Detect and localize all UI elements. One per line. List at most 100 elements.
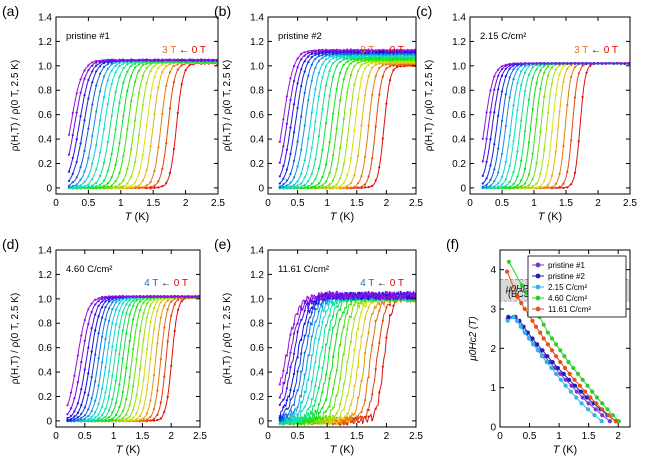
data-point (335, 87, 338, 91)
data-point (349, 48, 352, 51)
data-point (285, 122, 288, 125)
data-point (324, 180, 328, 183)
data-point (76, 416, 79, 419)
data-point (292, 131, 296, 134)
data-point (296, 414, 299, 417)
x-tick-label: 2 (595, 198, 601, 209)
data-point (577, 72, 580, 75)
data-point (166, 308, 169, 311)
data-point (328, 70, 331, 73)
data-point (296, 186, 299, 189)
data-point (307, 321, 310, 324)
legend-entry: pristine #2 (548, 272, 585, 281)
data-point (91, 61, 94, 64)
data-point (310, 300, 313, 303)
data-point (87, 415, 90, 418)
data-point (282, 419, 285, 422)
data-point (349, 315, 352, 319)
data-point (110, 184, 113, 187)
data-point (378, 309, 381, 312)
data-point (497, 171, 500, 174)
data-point (128, 340, 131, 343)
data-point (574, 395, 579, 400)
data-point (527, 184, 531, 187)
data-point (527, 73, 531, 76)
data-point (106, 185, 109, 188)
data-point (485, 183, 488, 186)
x-tick-label: 1.5 (135, 431, 149, 442)
data-point (75, 138, 78, 141)
data-point (317, 71, 320, 75)
field-label-high: 3 T (360, 45, 377, 56)
data-point (90, 409, 93, 413)
data-point (321, 63, 324, 66)
data-point (194, 295, 197, 298)
x-axis-label-var: T (125, 211, 133, 223)
data-point (106, 62, 109, 66)
data-point (328, 377, 331, 380)
data-point (489, 89, 492, 92)
y-tick-label: 0.8 (250, 86, 264, 97)
data-point (364, 317, 367, 320)
data-point (130, 175, 133, 178)
data-point (118, 183, 121, 186)
data-point (149, 70, 152, 73)
data-point (583, 389, 588, 394)
data-point (500, 185, 504, 188)
data-point (364, 415, 367, 418)
data-point (106, 182, 109, 185)
data-point (526, 336, 532, 341)
data-point (141, 74, 144, 78)
data-point (527, 186, 531, 189)
data-point (278, 182, 281, 185)
data-point (577, 383, 582, 388)
data-point (374, 368, 377, 371)
data-point (335, 369, 338, 372)
data-point (101, 361, 104, 364)
data-point (282, 398, 285, 401)
x-tick-label: 0.5 (291, 198, 305, 209)
data-point (130, 185, 133, 188)
data-point (149, 419, 152, 422)
data-point (90, 415, 93, 418)
data-point (95, 110, 98, 113)
data-point (99, 151, 102, 154)
data-point (285, 387, 288, 390)
data-point (512, 186, 515, 189)
y-tick-label: 1.4 (38, 246, 52, 257)
data-point (292, 183, 296, 187)
data-point (545, 354, 550, 359)
data-point (550, 66, 554, 69)
data-point (563, 383, 568, 388)
data-point (104, 300, 107, 303)
data-point (550, 174, 554, 177)
data-point (139, 330, 142, 333)
data-point (317, 310, 320, 313)
data-point (132, 304, 135, 307)
data-point (508, 96, 511, 99)
data-point (506, 259, 511, 264)
data-point (367, 75, 370, 78)
x-axis-label-var: T (553, 444, 561, 456)
data-point (66, 416, 69, 420)
data-point (122, 67, 125, 70)
data-point (156, 418, 159, 421)
data-point (328, 296, 331, 299)
data-point (159, 358, 162, 361)
data-point (111, 308, 114, 311)
data-point (392, 292, 395, 295)
data-point (188, 64, 191, 67)
data-point (300, 419, 303, 422)
field-label: 4 T ← 0 T (144, 278, 188, 289)
x-tick-label: 2 (183, 198, 189, 209)
y-tick-label: 2 (490, 344, 496, 355)
data-point (104, 407, 107, 410)
data-point (184, 69, 187, 72)
data-point (566, 171, 569, 174)
data-point (321, 308, 324, 311)
data-point (346, 312, 349, 315)
data-point (541, 322, 546, 327)
data-point (500, 65, 504, 68)
data-point (111, 345, 114, 348)
data-point (79, 178, 82, 181)
